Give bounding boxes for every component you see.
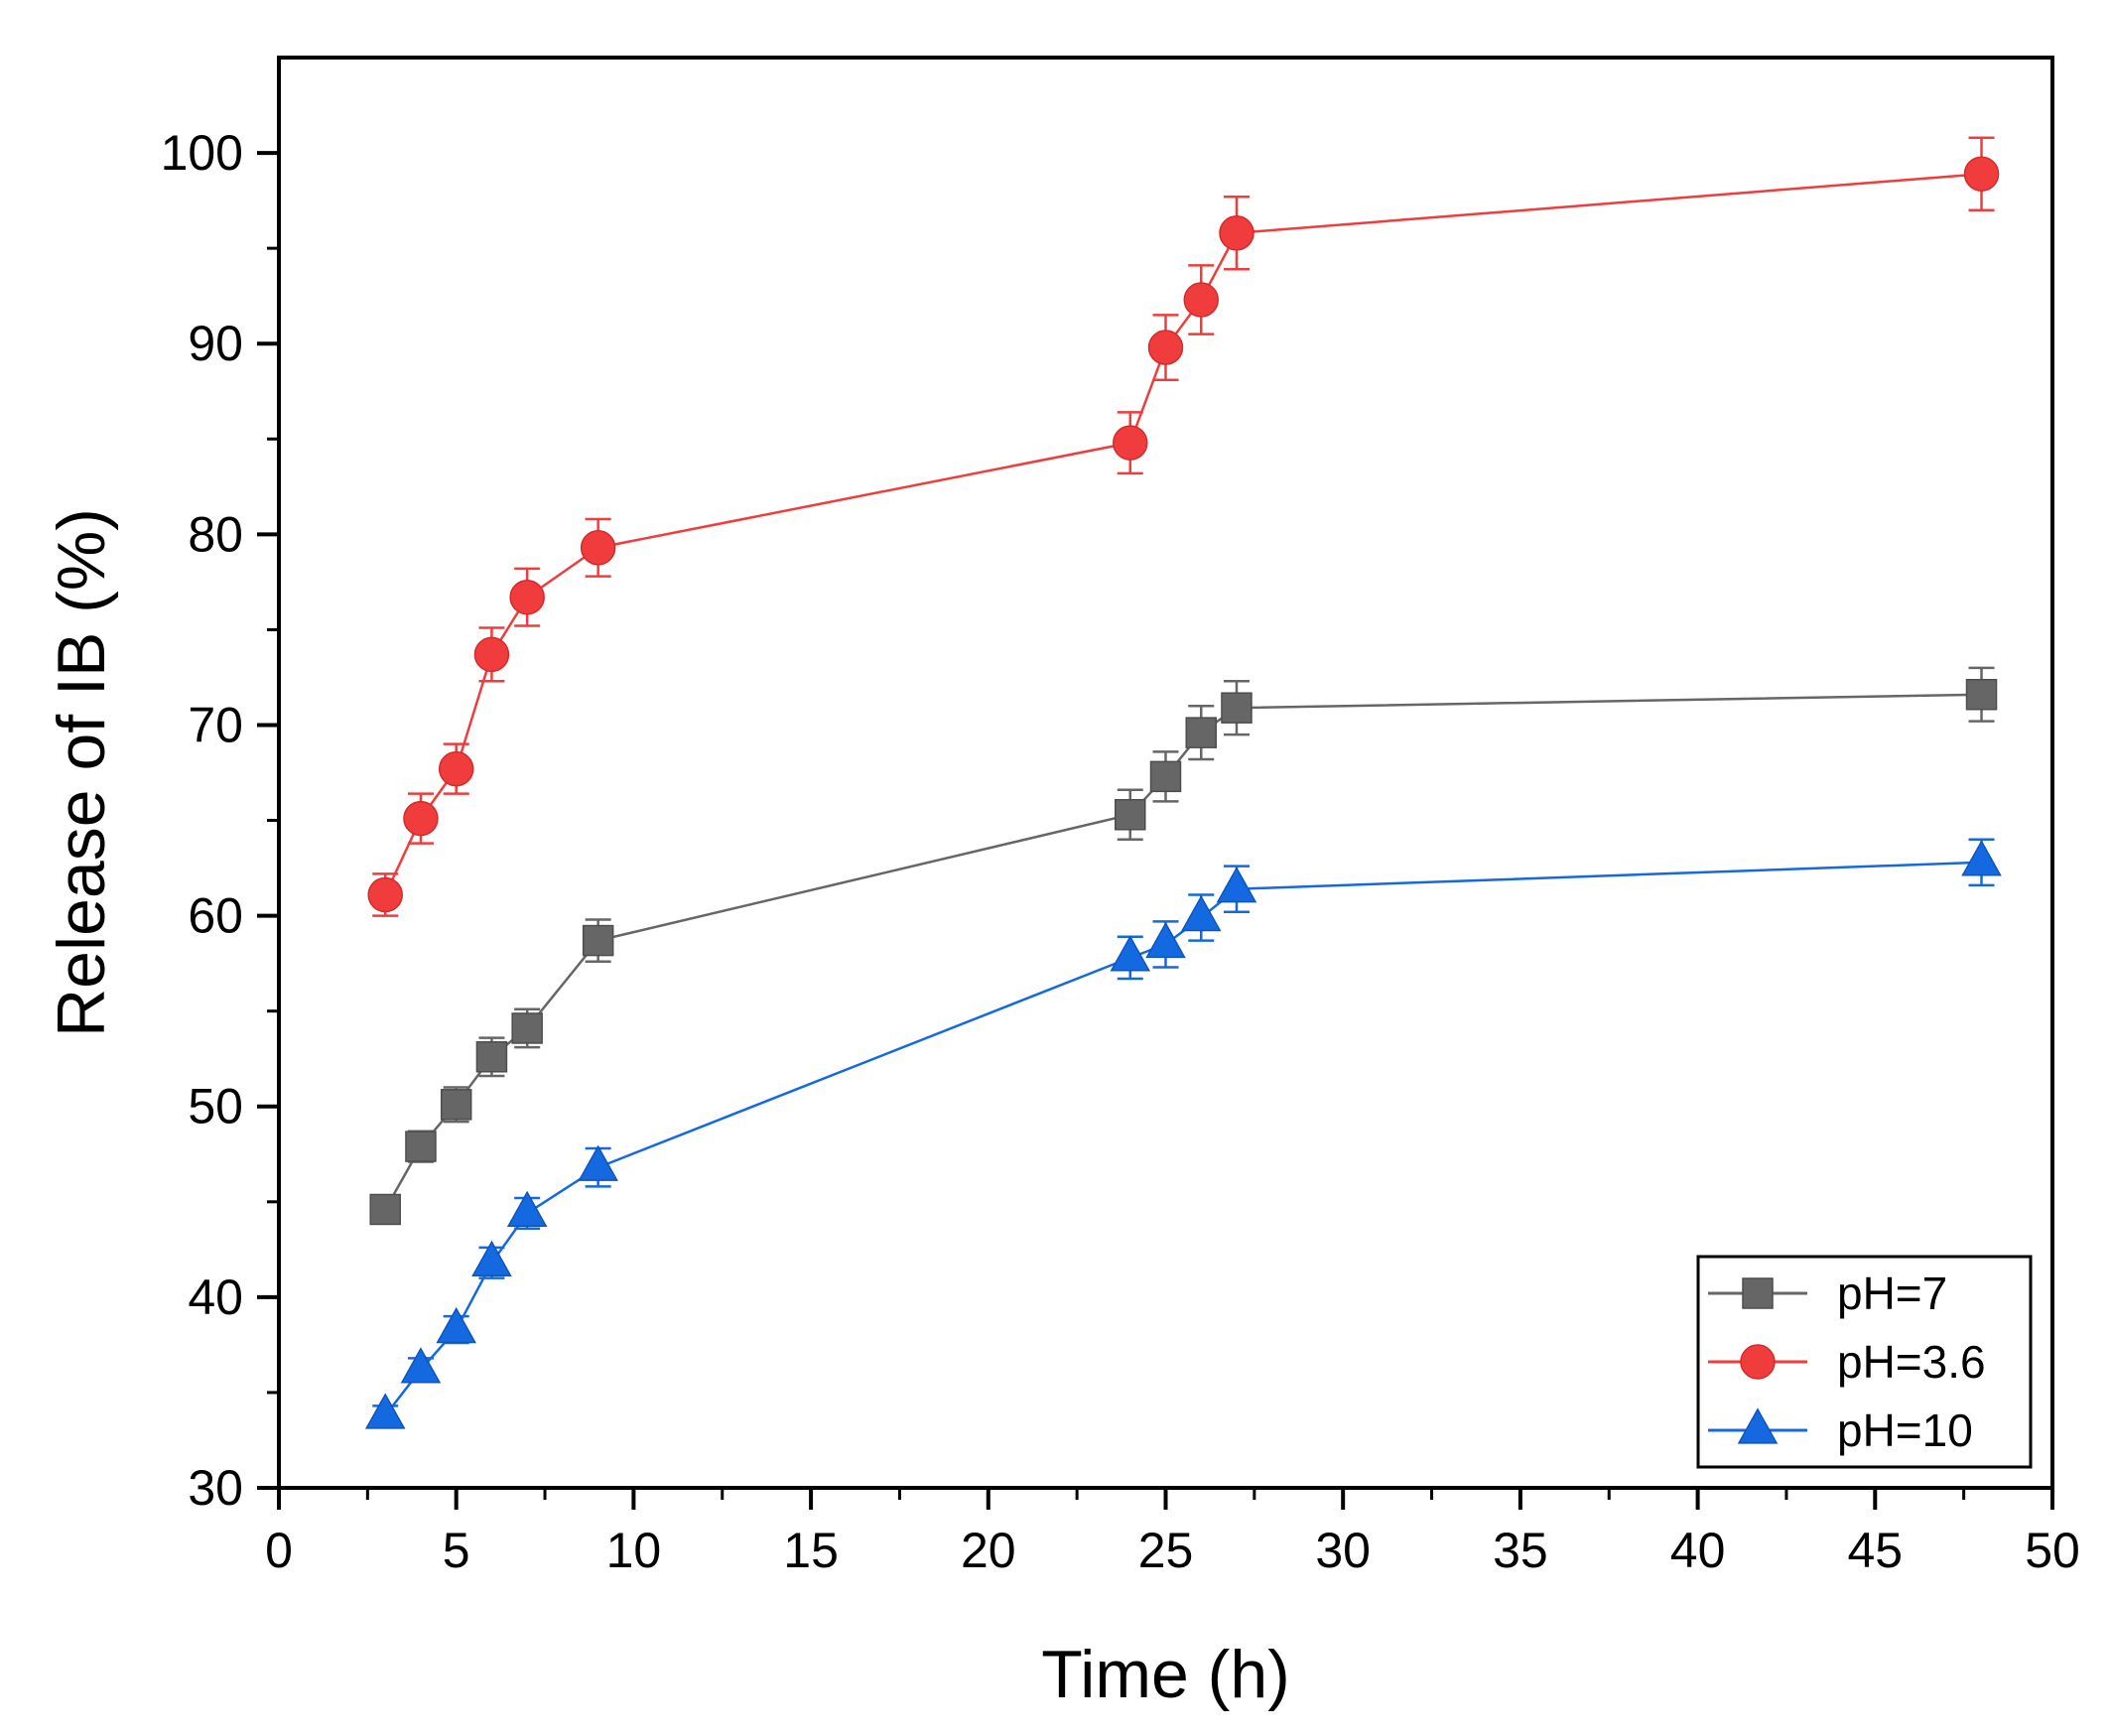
data-point [1113, 425, 1148, 461]
x-tick-label: 40 [1670, 1523, 1726, 1578]
data-point [473, 636, 510, 673]
legend-item: pH=10 [1708, 1404, 1973, 1456]
x-tick-label: 20 [961, 1523, 1016, 1578]
x-tick-label: 30 [1315, 1523, 1371, 1578]
data-point [1221, 692, 1253, 724]
data-point [400, 1347, 442, 1384]
data-point [475, 1041, 508, 1073]
x-tick-label: 15 [783, 1523, 839, 1578]
data-point [506, 1190, 548, 1227]
data-point [1115, 799, 1146, 831]
y-tick-label: 90 [188, 316, 243, 371]
legend-item: pH=3.6 [1708, 1336, 1986, 1388]
legend-label: pH=3.6 [1837, 1336, 1986, 1388]
y-tick-label: 100 [161, 125, 243, 181]
data-point [1965, 678, 1998, 711]
data-point [511, 1012, 543, 1044]
legend-item: pH=7 [1708, 1268, 1947, 1319]
data-point [364, 1393, 406, 1429]
data-point [1216, 867, 1257, 903]
data-point [1183, 282, 1219, 318]
x-tick-label: 45 [1847, 1523, 1903, 1578]
series-layer [364, 136, 2002, 1429]
data-point [436, 1306, 476, 1344]
x-tick-label: 25 [1138, 1523, 1194, 1578]
y-tick-label: 80 [188, 506, 243, 562]
x-axis: 0 5 10 15 20 25 30 35 40 45 50 [265, 1488, 2080, 1578]
data-point [438, 750, 474, 787]
series-2 [364, 838, 2002, 1429]
series-0 [369, 666, 1998, 1226]
legend: pH=7 pH=3.6 pH=10 [1696, 1255, 2033, 1469]
legend-marker [1742, 1277, 1774, 1309]
data-point [580, 530, 616, 566]
data-point [403, 800, 439, 837]
x-tick-label: 35 [1493, 1523, 1548, 1578]
y-tick-label: 30 [188, 1460, 243, 1516]
y-axis: 30 40 50 60 70 80 90 100 [161, 125, 279, 1516]
data-point [1149, 760, 1182, 793]
data-point [1147, 330, 1184, 365]
series-1 [367, 136, 2000, 917]
y-axis-title: Release of IB (%) [44, 508, 119, 1037]
y-tick-label: 60 [188, 888, 243, 944]
y-tick-label: 50 [188, 1079, 243, 1135]
data-point [1961, 840, 2002, 876]
x-tick-label: 10 [606, 1523, 662, 1578]
data-point [367, 876, 403, 913]
y-tick-label: 40 [188, 1269, 243, 1325]
data-point [1180, 894, 1222, 932]
x-tick-label: 5 [443, 1523, 470, 1578]
data-point [369, 1193, 401, 1226]
data-point [1145, 921, 1186, 959]
data-point [440, 1089, 472, 1121]
legend-marker [1737, 1407, 1779, 1444]
data-point [582, 924, 614, 957]
data-point [1110, 935, 1151, 972]
data-point [471, 1240, 512, 1276]
legend-label: pH=10 [1837, 1404, 1973, 1456]
x-tick-label: 0 [265, 1523, 293, 1578]
legend-label: pH=7 [1837, 1268, 1947, 1319]
legend-marker [1740, 1344, 1776, 1380]
data-point [1185, 717, 1217, 748]
data-point [1219, 215, 1254, 251]
data-point [509, 579, 545, 615]
data-point [405, 1131, 437, 1162]
data-point [1963, 156, 2000, 192]
x-tick-label: 50 [2025, 1523, 2080, 1578]
x-axis-title: Time (h) [1041, 1637, 1290, 1712]
data-point [578, 1144, 618, 1181]
y-tick-label: 70 [188, 697, 243, 752]
